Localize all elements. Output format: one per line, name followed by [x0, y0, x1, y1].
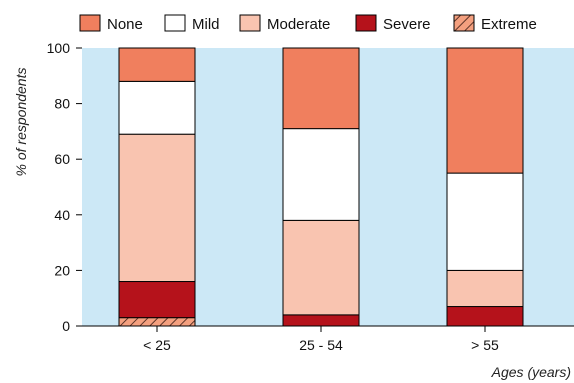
legend-label-none: None: [107, 16, 143, 33]
legend-swatch-severe: [355, 14, 377, 32]
x-axis: < 25 25 - 54 > 55: [82, 325, 574, 353]
legend-swatch-moderate: [239, 14, 261, 32]
bar-25-54-moderate: [282, 219, 360, 316]
legend-label-severe: Severe: [383, 16, 431, 33]
x-axis-label: Ages (years): [491, 364, 571, 380]
legend-swatch-mild: [164, 14, 186, 32]
legend-swatch-none: [79, 14, 101, 32]
legend-label-mild: Mild: [192, 16, 220, 33]
bar-55-none: [446, 47, 524, 174]
y-tick-label-80: 80: [54, 96, 70, 112]
bar-25-54-mild: [282, 128, 360, 221]
legend-label-extreme: Extreme: [481, 16, 537, 33]
y-axis: 0 20 40 60 80 100: [47, 40, 82, 334]
legend: None Mild Moderate Severe Extreme: [79, 14, 537, 33]
bar-25-54-none: [282, 47, 360, 130]
bar-55-mild: [446, 172, 524, 271]
bar-25-mild: [118, 80, 196, 135]
bar-25-none: [118, 47, 196, 82]
x-tick-label-55: > 55: [471, 337, 499, 353]
legend-label-moderate: Moderate: [267, 16, 330, 33]
bar-25-54-severe: [282, 314, 360, 327]
legend-swatch-extreme: [453, 14, 475, 32]
x-tick-label-25: < 25: [143, 337, 171, 353]
x-tick-label-25-54: 25 - 54: [299, 337, 343, 353]
y-tick-label-40: 40: [54, 207, 70, 223]
y-tick-label-60: 60: [54, 151, 70, 167]
y-tick-label-100: 100: [47, 40, 71, 56]
y-axis-label: % of respondents: [13, 68, 29, 177]
bars-group: [118, 47, 524, 327]
bar-25-severe: [118, 281, 196, 319]
bar-55-moderate: [446, 269, 524, 308]
bar-55-severe: [446, 306, 524, 327]
y-tick-label-0: 0: [62, 318, 70, 334]
bar-25-extreme: [118, 317, 196, 327]
y-tick-label-20: 20: [54, 262, 70, 278]
bar-25-moderate: [118, 133, 196, 283]
